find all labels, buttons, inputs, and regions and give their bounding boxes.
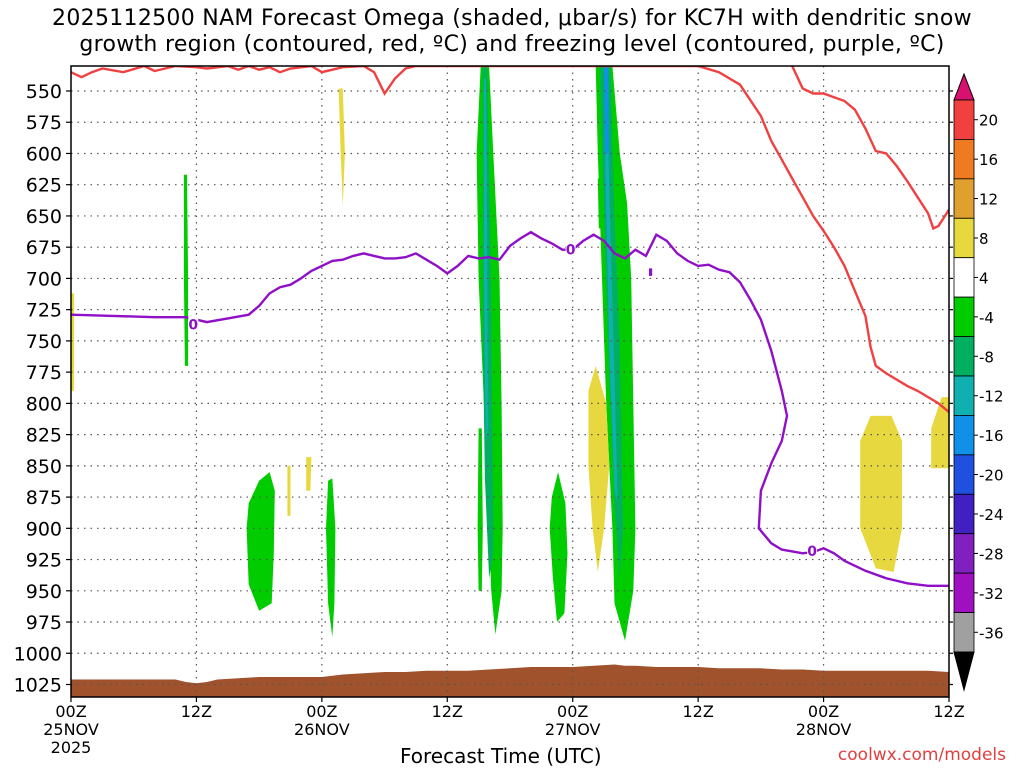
colorbar-bottom-arrow <box>953 651 975 692</box>
ylabel-650: 650 <box>26 206 62 228</box>
colorbar-swatch-2 <box>953 178 975 219</box>
omega-region-12 <box>549 472 568 622</box>
ylabel-925: 925 <box>26 550 62 572</box>
colorbar-label-2: 12 <box>979 191 998 209</box>
colorbar-label-13: -36 <box>979 624 1004 642</box>
ylabel-575: 575 <box>26 112 62 134</box>
colorbar-label-7: -12 <box>979 388 1004 406</box>
ylabel-900: 900 <box>26 518 62 540</box>
ylabel-825: 825 <box>26 425 62 447</box>
colorbar-label-0: 20 <box>979 112 998 130</box>
omega-region-6 <box>605 153 618 504</box>
ylabel-975: 975 <box>26 612 62 634</box>
ylabel-800: 800 <box>26 393 62 415</box>
xlabel-48-1: 27NOV <box>545 720 601 739</box>
colorbar-swatch-5 <box>953 296 975 337</box>
chart-title-line-1: 2025112500 NAM Forecast Omega (shaded, μ… <box>52 6 972 31</box>
omega-region-8 <box>183 174 189 366</box>
colorbar-swatch-6 <box>953 336 975 377</box>
colorbar-swatch-0 <box>953 99 975 140</box>
xlabel-60-0: 12Z <box>682 702 713 721</box>
freezing-label-bg-2 <box>807 542 818 558</box>
colorbar-label-11: -28 <box>979 545 1004 563</box>
colorbar-label-6: -8 <box>979 348 994 366</box>
omega-region-13 <box>338 88 345 206</box>
omega-region-2 <box>483 78 488 441</box>
x-axis-title: Forecast Time (UTC) <box>400 744 602 768</box>
dendritic-contour-lower <box>791 66 949 231</box>
omega-region-18 <box>860 415 902 572</box>
chart-title: 2025112500 NAM Forecast Omega (shaded, μ… <box>0 6 1024 58</box>
colorbar-label-12: -32 <box>979 585 1004 603</box>
colorbar-swatch-9 <box>953 454 975 495</box>
colorbar-swatch-13 <box>953 612 975 653</box>
xlabel-24-1: 26NOV <box>294 720 350 739</box>
ylabel-1025: 1025 <box>14 675 62 697</box>
colorbar-label-10: -24 <box>979 506 1004 524</box>
colorbar-label-4: 4 <box>979 269 989 287</box>
colorbar-swatch-4 <box>953 257 975 298</box>
ylabel-700: 700 <box>26 268 62 290</box>
omega-region-9 <box>246 472 275 611</box>
ylabel-550: 550 <box>26 81 62 103</box>
colorbar-swatch-11 <box>953 533 975 574</box>
colorbar-swatch-3 <box>953 217 975 259</box>
plot-frame <box>70 65 950 698</box>
xlabel-24-0: 00Z <box>306 702 337 721</box>
ylabel-950: 950 <box>26 581 62 603</box>
colorbar-swatch-10 <box>953 493 975 535</box>
colorbar-label-3: 8 <box>979 230 989 248</box>
ylabel-725: 725 <box>26 300 62 322</box>
colorbar-label-8: -16 <box>979 427 1004 445</box>
freezing-level-contour <box>71 230 949 587</box>
colorbar-label-9: -20 <box>979 467 1004 485</box>
colorbar-swatch-7 <box>953 375 975 416</box>
ylabel-875: 875 <box>26 487 62 509</box>
xlabel-72-1: 28NOV <box>796 720 852 739</box>
ylabel-850: 850 <box>26 456 62 478</box>
omega-region-14 <box>71 293 75 391</box>
omega-region-19 <box>931 397 949 469</box>
terrain-fill <box>71 664 949 697</box>
xlabel-48-0: 00Z <box>557 702 588 721</box>
xlabel-36-0: 12Z <box>432 702 463 721</box>
omega-region-15 <box>287 465 291 516</box>
omega-region-11 <box>477 428 483 591</box>
xlabel-0-2: 2025 <box>51 738 92 757</box>
colorbar-top-arrow <box>953 72 975 101</box>
ylabel-600: 600 <box>26 143 62 165</box>
dendritic-contour-upper <box>71 66 949 414</box>
colorbar-swatch-12 <box>953 572 975 613</box>
colorbar-swatch-1 <box>953 139 975 180</box>
ylabel-775: 775 <box>26 362 62 384</box>
ylabel-750: 750 <box>26 331 62 353</box>
colorbar-label-1: 16 <box>979 151 998 169</box>
freezing-label-0: 0 <box>188 318 198 334</box>
omega-region-7 <box>597 178 602 229</box>
omega-region-20 <box>649 268 653 276</box>
ylabel-675: 675 <box>26 237 62 259</box>
xlabel-84-0: 12Z <box>933 702 964 721</box>
omega-region-10 <box>326 478 336 637</box>
xlabel-0-0: 00Z <box>55 702 86 721</box>
colorbar-swatch-8 <box>953 415 975 456</box>
colorbar-label-5: -4 <box>979 309 994 327</box>
omega-region-16 <box>306 457 312 491</box>
chart-title-line-2: growth region (contoured, red, ºC) and f… <box>79 32 945 57</box>
freezing-label-1: 0 <box>566 243 576 259</box>
xlabel-0-1: 25NOV <box>43 720 99 739</box>
xlabel-72-0: 00Z <box>808 702 839 721</box>
ylabel-1000: 1000 <box>14 643 62 665</box>
freezing-label-bg-0 <box>188 316 199 332</box>
source-credit: coolwx.com/models <box>837 745 1006 765</box>
freezing-label-2: 0 <box>807 544 817 560</box>
omega-region-17 <box>588 365 610 572</box>
xlabel-12-0: 12Z <box>181 702 212 721</box>
ylabel-625: 625 <box>26 175 62 197</box>
freezing-label-bg-1 <box>565 241 576 257</box>
